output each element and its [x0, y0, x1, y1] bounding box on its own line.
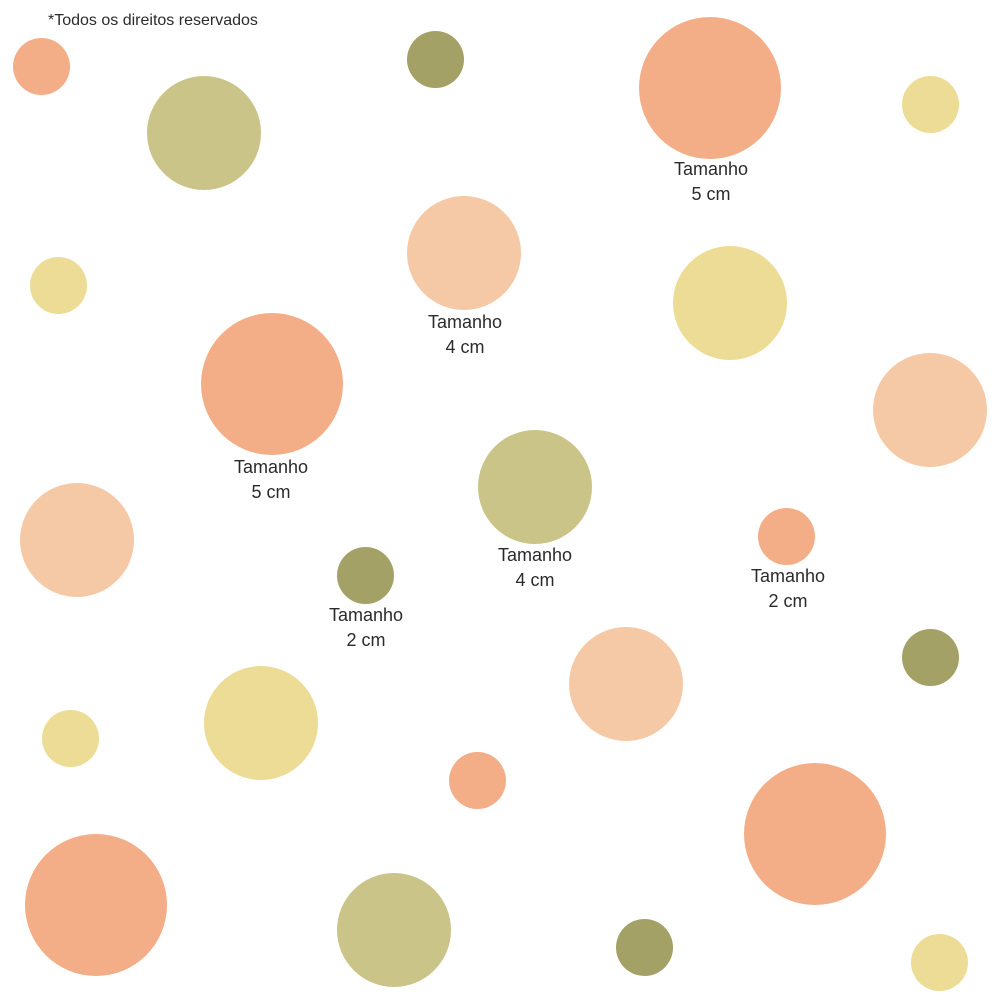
- copyright-notice: *Todos os direitos reservados: [48, 12, 258, 29]
- size-label: Tamanho 2 cm: [306, 603, 426, 653]
- size-label-value: 5 cm: [691, 184, 731, 204]
- dot-salmon-5cm: [201, 313, 343, 455]
- dot-salmon: [13, 38, 70, 95]
- size-label-value: 2 cm: [768, 591, 808, 611]
- dot-salmon-5cm: [639, 17, 781, 159]
- size-label-value: 5 cm: [251, 482, 291, 502]
- dot-sage: [147, 76, 261, 190]
- dot-olive-2cm: [337, 547, 394, 604]
- size-label-value: 4 cm: [515, 570, 555, 590]
- dot-peach: [873, 353, 987, 467]
- dot-butter: [911, 934, 968, 991]
- dot-salmon-2cm: [758, 508, 815, 565]
- dot-butter: [902, 76, 959, 133]
- size-label-word: Tamanho: [233, 457, 309, 477]
- dot-butter: [204, 666, 318, 780]
- dot-olive: [407, 31, 464, 88]
- dot-olive: [902, 629, 959, 686]
- size-label-word: Tamanho: [497, 545, 573, 565]
- dot-salmon: [25, 834, 167, 976]
- dot-butter: [30, 257, 87, 314]
- size-label-word: Tamanho: [427, 312, 503, 332]
- size-label: Tamanho 4 cm: [475, 543, 595, 593]
- size-label-value: 4 cm: [445, 337, 485, 357]
- dot-peach: [569, 627, 683, 741]
- size-label: Tamanho 5 cm: [211, 455, 331, 505]
- dot-salmon: [449, 752, 506, 809]
- dot-olive: [616, 919, 673, 976]
- size-label-word: Tamanho: [673, 159, 749, 179]
- size-label: Tamanho 2 cm: [728, 564, 848, 614]
- size-label: Tamanho 4 cm: [405, 310, 525, 360]
- size-label-word: Tamanho: [328, 605, 404, 625]
- dot-butter: [42, 710, 99, 767]
- dot-salmon: [744, 763, 886, 905]
- size-label-word: Tamanho: [750, 566, 826, 586]
- dot-peach: [20, 483, 134, 597]
- dot-sage: [337, 873, 451, 987]
- dot-butter: [673, 246, 787, 360]
- dot-sage-4cm: [478, 430, 592, 544]
- size-label: Tamanho 5 cm: [651, 157, 771, 207]
- size-label-value: 2 cm: [346, 630, 386, 650]
- dot-peach-4cm: [407, 196, 521, 310]
